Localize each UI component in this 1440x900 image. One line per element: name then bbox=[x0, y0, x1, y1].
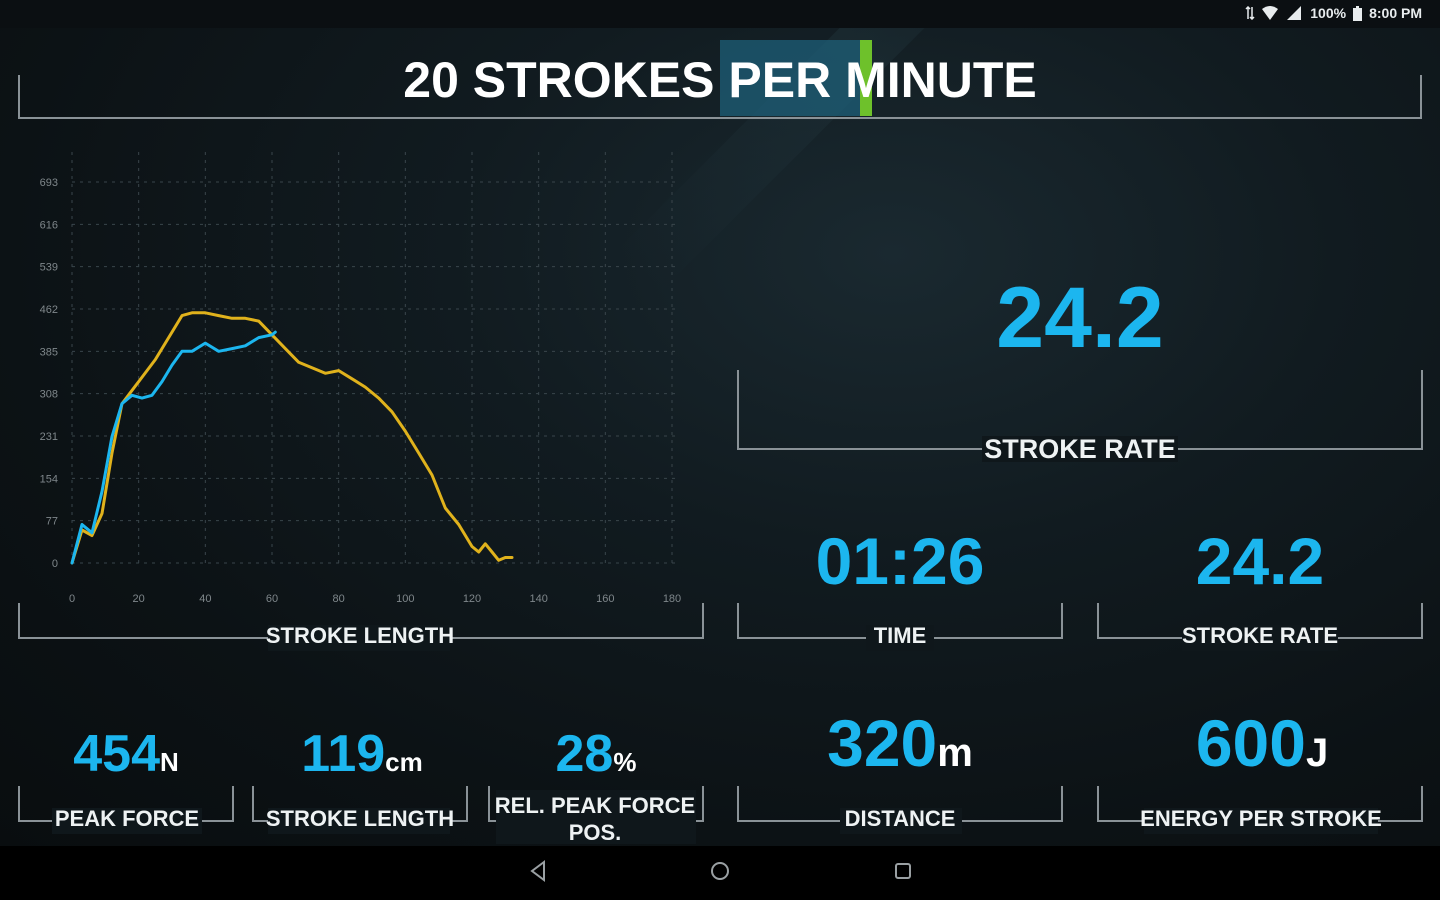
label-mask bbox=[1182, 625, 1338, 651]
x-tick-label: 20 bbox=[133, 593, 145, 605]
distance-readout: 320m bbox=[827, 706, 973, 790]
y-axis-labels: 0 77 154 231 308 385 462 539 616 693 bbox=[40, 177, 58, 570]
x-tick-label: 60 bbox=[266, 593, 278, 605]
y-tick-label: 539 bbox=[40, 262, 58, 274]
y-tick-label: 77 bbox=[46, 516, 58, 528]
title-highlight bbox=[720, 40, 862, 116]
y-tick-label: 154 bbox=[40, 473, 58, 485]
recents-icon[interactable] bbox=[892, 860, 914, 882]
chart-xlabel: STROKE LENGTH bbox=[265, 623, 455, 648]
chart-grid bbox=[71, 152, 680, 564]
label-mask bbox=[268, 808, 450, 834]
stroke-rate-value: 24.2 bbox=[1195, 524, 1325, 598]
app-background bbox=[0, 0, 1440, 846]
y-tick-label: 308 bbox=[40, 389, 58, 401]
force-curve-chart: 0 77 154 231 308 385 462 539 616 693 0 20 40 60 80 100… bbox=[40, 152, 681, 605]
rel-peak-label: REL. PEAK FORCE POS. bbox=[485, 792, 705, 846]
energy-value: 600 bbox=[1195, 706, 1306, 780]
time-value: 01:26 bbox=[815, 524, 985, 598]
series-line-yellow bbox=[70, 311, 514, 565]
label-mask bbox=[866, 625, 934, 651]
stroke-length-readout: 119cm bbox=[301, 724, 422, 792]
label-mask bbox=[982, 436, 1178, 462]
rel-peak-unit: % bbox=[613, 747, 637, 777]
energy-label: ENERGY PER STROKE bbox=[1140, 806, 1382, 831]
distance-label: DISTANCE bbox=[844, 806, 956, 831]
title-cursor bbox=[860, 40, 872, 116]
x-axis-labels: 0 20 40 60 80 100 120 140 160 180 bbox=[69, 593, 681, 605]
label-mask bbox=[496, 790, 696, 844]
battery-percent: 100% bbox=[1310, 5, 1347, 21]
distance-unit: m bbox=[937, 731, 973, 775]
y-tick-label: 616 bbox=[40, 219, 58, 231]
stroke-length-label: STROKE LENGTH bbox=[265, 806, 455, 831]
signal-icon bbox=[1287, 6, 1302, 20]
y-tick-label: 0 bbox=[52, 558, 58, 570]
label-mask bbox=[840, 808, 962, 834]
x-tick-label: 180 bbox=[663, 593, 681, 605]
hero-stroke-rate-value: 24.2 bbox=[996, 270, 1164, 366]
stroke-rate-label: STROKE RATE bbox=[1181, 623, 1339, 648]
label-mask bbox=[268, 625, 450, 651]
x-tick-label: 100 bbox=[396, 593, 414, 605]
rel-peak-label-line1: REL. PEAK FORCE bbox=[494, 793, 696, 818]
stroke-length-unit: cm bbox=[385, 747, 423, 777]
series-line-blue bbox=[70, 330, 277, 565]
rel-peak-value: 28 bbox=[555, 725, 614, 783]
x-tick-label: 160 bbox=[596, 593, 614, 605]
stroke-length-value: 119 bbox=[301, 725, 386, 783]
time-label: TIME bbox=[873, 623, 927, 648]
y-tick-label: 231 bbox=[40, 431, 58, 443]
y-tick-label: 462 bbox=[40, 304, 58, 316]
rel-peak-label-line2: POS. bbox=[568, 820, 622, 845]
data-arrows-icon bbox=[1245, 6, 1255, 20]
y-tick-label: 693 bbox=[40, 177, 58, 189]
hero-stroke-rate-label: STROKE RATE bbox=[984, 434, 1176, 464]
clock: 8:00 PM bbox=[1369, 5, 1422, 21]
x-tick-label: 40 bbox=[199, 593, 211, 605]
y-tick-label: 385 bbox=[40, 346, 58, 358]
chart-lines bbox=[70, 311, 514, 565]
navigation-bar bbox=[0, 846, 1440, 900]
distance-value: 320 bbox=[827, 706, 938, 780]
home-icon[interactable] bbox=[709, 860, 731, 882]
status-bar: 100% 8:00 PM bbox=[0, 0, 1440, 28]
energy-readout: 600J bbox=[1196, 706, 1328, 790]
title-bracket bbox=[18, 75, 1422, 119]
back-icon[interactable] bbox=[528, 860, 548, 882]
energy-unit: J bbox=[1305, 731, 1329, 775]
rel-peak-readout: 28% bbox=[556, 724, 637, 792]
label-mask bbox=[1144, 808, 1378, 834]
battery-icon bbox=[1353, 5, 1363, 21]
peak-force-value: 454 bbox=[73, 725, 160, 783]
x-tick-label: 140 bbox=[529, 593, 547, 605]
peak-force-unit: N bbox=[159, 747, 179, 777]
label-mask bbox=[52, 808, 202, 834]
peak-force-label: PEAK FORCE bbox=[54, 806, 200, 831]
peak-force-readout: 454N bbox=[73, 724, 179, 792]
wifi-icon bbox=[1262, 6, 1279, 20]
x-tick-label: 0 bbox=[69, 593, 75, 605]
page-title: 20 STROKES PER MINUTE bbox=[403, 52, 1037, 108]
x-tick-label: 80 bbox=[333, 593, 345, 605]
x-tick-label: 120 bbox=[463, 593, 481, 605]
